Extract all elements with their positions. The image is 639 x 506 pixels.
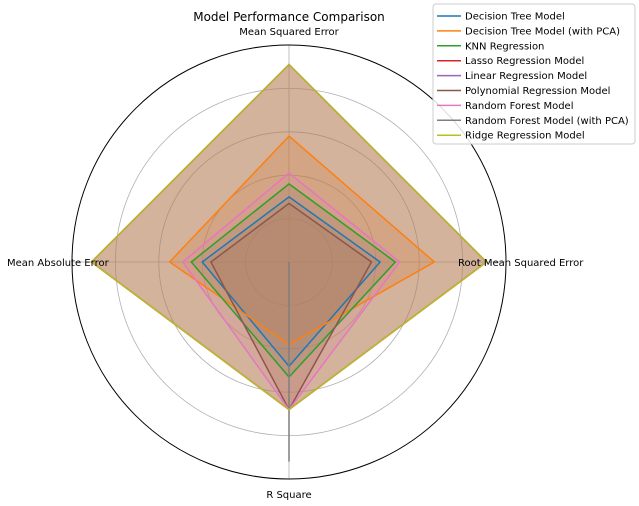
legend-label: Decision Tree Model (with PCA): [465, 26, 620, 37]
legend-frame: [432, 3, 636, 145]
series-fill-5: [210, 203, 372, 410]
series-line-8: [90, 63, 488, 411]
series-lines: [90, 63, 488, 462]
legend-label: Decision Tree Model: [465, 12, 565, 23]
series-fill-3: [91, 64, 487, 410]
legend-label: Lasso Regression Model: [465, 56, 584, 67]
series-fill-0: [202, 196, 381, 367]
legend: Decision Tree Model Decision Tree Model (…: [432, 3, 636, 145]
series-fill-8: [91, 64, 487, 410]
legend-label: Polynomial Regression Model: [465, 86, 610, 97]
axis-label: R Square: [266, 490, 311, 501]
legend-label: Random Forest Model: [465, 101, 573, 112]
chart-title: Model Performance Comparison: [193, 10, 385, 24]
legend-label: KNN Regression: [465, 41, 544, 52]
series-fill-4: [91, 64, 487, 410]
polar-frame: [71, 44, 507, 480]
legend-label: Random Forest Model (with PCA): [465, 116, 629, 127]
axis-label: Root Mean Squared Error: [458, 258, 584, 269]
axis-label: Mean Squared Error: [239, 27, 339, 38]
legend-label: Ridge Regression Model: [465, 131, 585, 142]
legend-label: Linear Regression Model: [465, 71, 587, 82]
axis-label: Mean Absolute Error: [7, 258, 110, 269]
axis-labels: Mean Squared Error Root Mean Squared Erro…: [7, 27, 584, 501]
series-fill-6: [182, 173, 400, 410]
